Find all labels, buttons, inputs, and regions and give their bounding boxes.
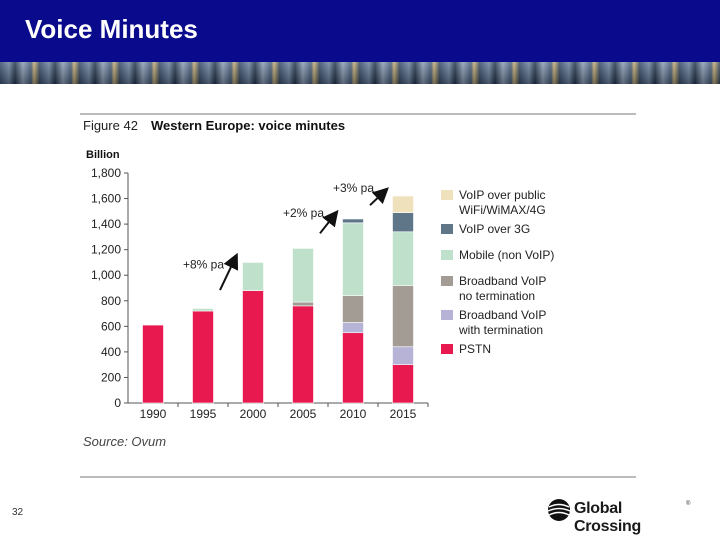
bar-segment: [242, 262, 264, 291]
logo-wordmark: Global Crossing: [574, 500, 641, 535]
source-note: Source: Ovum: [83, 434, 166, 449]
legend-swatch: [441, 344, 453, 354]
legend-label: Broadband VoIP: [459, 308, 546, 322]
chart-title: Western Europe: voice minutes: [151, 118, 345, 133]
x-tick-label: 1995: [190, 407, 217, 421]
legend-label: VoIP over public: [459, 188, 546, 202]
y-tick-label: 800: [101, 294, 121, 308]
y-tick-label: 1,400: [91, 217, 121, 231]
bar-segment: [392, 212, 414, 233]
bar-segment: [342, 218, 364, 224]
x-tick-label: 2005: [290, 407, 317, 421]
title-bar: Voice Minutes: [0, 0, 720, 62]
bar-segment: [392, 285, 414, 348]
legend-swatch: [441, 310, 453, 320]
legend-label: WiFi/WiMAX/4G: [459, 203, 546, 217]
growth-annotation: +8% pa: [183, 257, 224, 271]
global-crossing-logo: Global Crossing ®: [546, 496, 692, 535]
bar-segment: [392, 195, 414, 213]
y-tick-label: 200: [101, 370, 121, 384]
banner-shading: [0, 62, 720, 84]
legend-swatch: [441, 190, 453, 200]
y-tick-label: 600: [101, 319, 121, 333]
growth-arrow: [219, 252, 239, 291]
y-tick-label: 1,000: [91, 268, 121, 282]
legend-label: Broadband VoIP: [459, 274, 546, 288]
growth-arrow: [369, 187, 389, 206]
y-tick-label: 1,200: [91, 243, 121, 257]
bar-segment: [142, 324, 164, 404]
legend-label: no termination: [459, 289, 535, 303]
logo-registered-mark: ®: [686, 501, 691, 507]
legend-swatch: [441, 250, 453, 260]
bar-segment: [342, 295, 364, 323]
slide-title: Voice Minutes: [25, 14, 198, 44]
bar-segment: [292, 301, 314, 307]
bar-segment: [242, 290, 264, 404]
y-tick-label: 1,600: [91, 192, 121, 206]
bar-segment: [392, 231, 414, 286]
y-tick-label: 400: [101, 345, 121, 359]
legend-label: PSTN: [459, 342, 491, 356]
bar-segment: [342, 332, 364, 404]
bar-segment: [392, 364, 414, 404]
page-number: 32: [12, 507, 24, 518]
legend-label: VoIP over 3G: [459, 222, 530, 236]
x-tick-label: 2010: [340, 407, 367, 421]
bar-segment: [342, 222, 364, 296]
growth-arrow: [319, 209, 339, 234]
x-tick-label: 1990: [140, 407, 167, 421]
bar-segment: [292, 248, 314, 303]
growth-annotation: +2% pa: [283, 206, 324, 220]
bar-segment: [392, 346, 414, 365]
city-skyline-banner: [0, 62, 720, 84]
figure-label: Figure 42: [83, 118, 138, 133]
growth-annotation: +3% pa: [333, 181, 374, 195]
y-tick-label: 1,800: [91, 166, 121, 180]
globe-logo-icon: [547, 499, 571, 521]
legend-swatch: [441, 224, 453, 234]
legend-label: with termination: [458, 323, 543, 337]
x-tick-label: 2000: [240, 407, 267, 421]
legend-swatch: [441, 276, 453, 286]
y-tick-label: 0: [114, 396, 121, 410]
bar-segment: [192, 308, 214, 312]
legend-label: Mobile (non VoIP): [459, 248, 554, 262]
bar-segment: [192, 310, 214, 404]
bar-segment: [292, 305, 314, 404]
y-axis-label: Billion: [86, 149, 120, 161]
x-tick-label: 2015: [390, 407, 417, 421]
bar-segment: [342, 322, 364, 334]
